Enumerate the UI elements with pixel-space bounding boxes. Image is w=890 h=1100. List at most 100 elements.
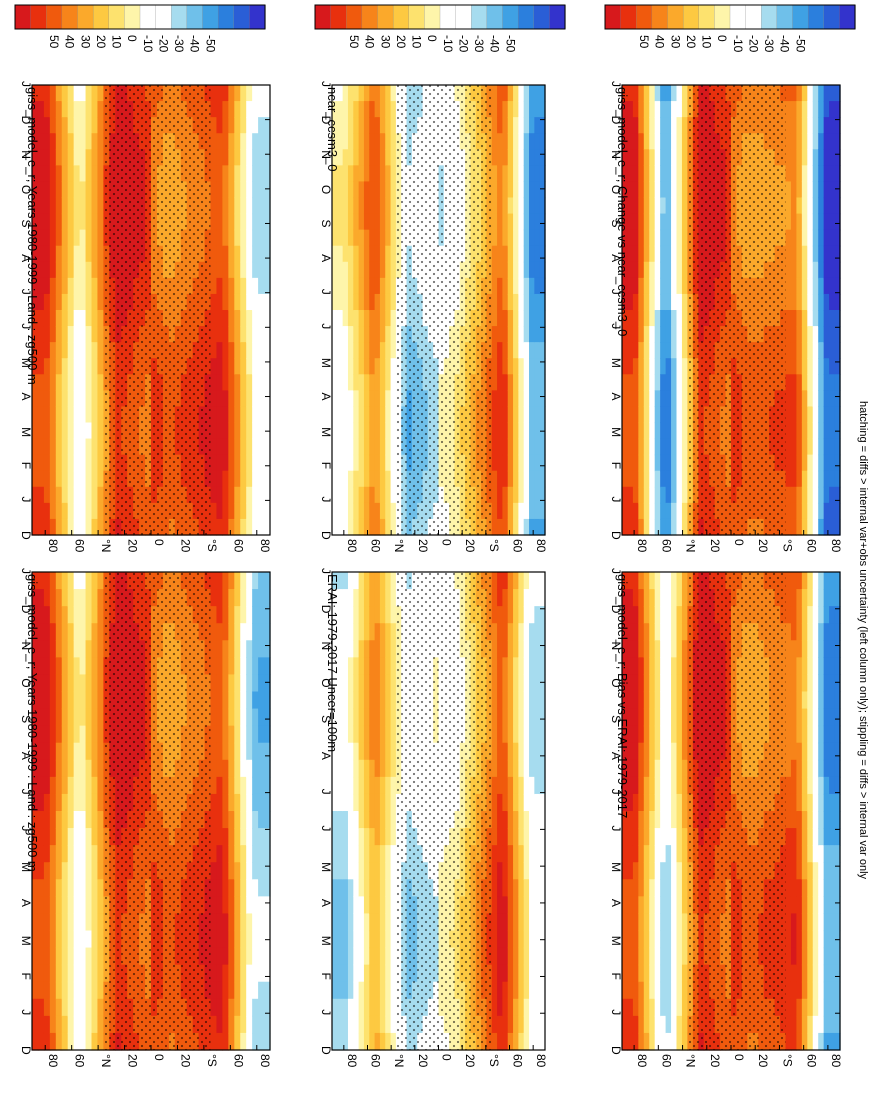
heat-cell [37, 454, 45, 472]
heat-cell [502, 454, 509, 472]
heat-cell [37, 896, 45, 915]
heat-cell [529, 117, 535, 134]
heat-cell [353, 657, 360, 676]
heat-cell [342, 197, 349, 215]
heat-cell [32, 470, 39, 488]
heat-cell [369, 674, 376, 693]
heat-cell [502, 277, 509, 295]
heat-cell [497, 742, 503, 761]
heat-cell [369, 470, 376, 488]
heat-cell [353, 623, 360, 641]
heat-cell [379, 811, 386, 829]
lat-tick-label: 0 [152, 1054, 166, 1061]
heat-cell [32, 674, 39, 693]
heat-cell [43, 486, 51, 504]
heat-cell [347, 828, 354, 846]
heat-cell [222, 374, 229, 391]
heat-cell [491, 229, 498, 247]
heat-cell [518, 261, 525, 279]
heat-cell [337, 1015, 344, 1034]
heat-cell [61, 657, 69, 676]
heat-cell [643, 947, 650, 966]
heat-cell [627, 811, 634, 829]
heat-cell [379, 793, 386, 812]
heat-cell [390, 197, 397, 215]
heat-cell [79, 101, 87, 118]
heat-cell [529, 725, 535, 744]
heat-cell [91, 213, 99, 231]
heat-cell [638, 606, 645, 624]
heat-cell [85, 422, 93, 440]
heat-cell [491, 759, 498, 778]
heat-cell [497, 422, 503, 440]
heat-cell [332, 277, 338, 295]
lat-tick-label: 60 [369, 1054, 383, 1068]
heat-cell [37, 197, 45, 215]
heat-cell [49, 502, 57, 520]
heat-cell [252, 623, 259, 641]
month-label: M [319, 427, 333, 437]
heat-cell [234, 1032, 241, 1051]
heat-cell [222, 149, 229, 166]
heat-cell [337, 725, 344, 744]
heat-cell [660, 981, 667, 1000]
heat-cell [353, 708, 360, 727]
heat-cell [332, 390, 338, 408]
heat-cell [363, 708, 370, 727]
heat-cell [332, 793, 338, 812]
heat-cell [353, 277, 360, 295]
heat-cell [228, 981, 235, 1000]
heat-cell [529, 606, 535, 624]
heat-cell [529, 862, 535, 880]
heat-cell [337, 828, 344, 846]
heat-cell [73, 913, 81, 932]
heat-cell [49, 691, 57, 710]
heat-cell [502, 165, 509, 183]
heat-cell [507, 149, 514, 166]
heat-cell [210, 708, 218, 727]
heat-cell [49, 181, 57, 199]
heat-cell [385, 742, 392, 761]
heat-cell [61, 181, 69, 199]
heat-cell [534, 845, 541, 863]
heat-cell [85, 261, 93, 279]
heat-cell [67, 981, 75, 1000]
heat-cell [502, 486, 509, 504]
heat-cell [342, 674, 349, 693]
month-label: J [319, 496, 333, 502]
heat-cell [676, 657, 683, 676]
heat-cell [79, 502, 87, 520]
heat-cell [342, 572, 349, 590]
heat-cell [73, 845, 81, 863]
heat-cell [379, 879, 386, 897]
heat-cell [518, 165, 525, 183]
heat-cell [390, 293, 397, 311]
heat-cell [264, 470, 271, 488]
heat-cell [513, 502, 519, 520]
heat-cell [390, 181, 397, 199]
heat-cell [638, 845, 645, 863]
heat-cell [539, 181, 546, 199]
heat-cell [337, 930, 344, 949]
heat-cell [43, 981, 51, 1000]
heat-cell [539, 117, 546, 134]
heat-cell [671, 589, 678, 607]
heat-cell [358, 342, 365, 359]
heat-cell [497, 1032, 503, 1051]
heat-cell [55, 502, 63, 520]
heat-cell [210, 486, 218, 504]
heat-cell [73, 390, 81, 408]
heat-cell [347, 862, 354, 880]
heat-cell [49, 406, 57, 424]
heat-cell [91, 657, 99, 676]
heat-cell [79, 964, 87, 983]
heat-cell [523, 85, 530, 102]
heat-cell [337, 964, 344, 983]
heat-cell [374, 470, 381, 488]
heat-cell [681, 640, 688, 658]
heat-cell [37, 165, 45, 183]
heat-cell [671, 947, 678, 966]
heat-cell [91, 390, 99, 408]
heat-cell [627, 793, 634, 812]
heat-cell [627, 1015, 634, 1034]
